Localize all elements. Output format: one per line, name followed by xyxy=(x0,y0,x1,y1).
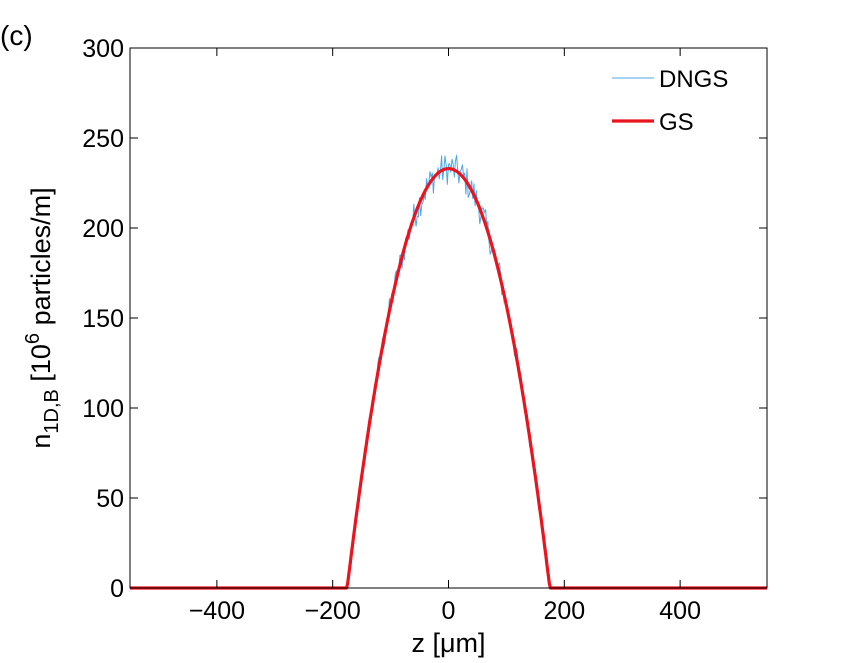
panel-label: (c) xyxy=(0,20,33,51)
legend-label-gs: GS xyxy=(659,109,694,136)
series-line-dngs xyxy=(130,154,767,589)
y-tick-label: 250 xyxy=(82,125,124,153)
series-line-gs xyxy=(129,167,768,590)
x-tick-label: 200 xyxy=(543,597,585,625)
x-tick-label: 400 xyxy=(659,597,701,625)
y-axis-label: n1D,B [106 particles/m] xyxy=(22,187,63,448)
y-axis-label-unit: particles/m] xyxy=(26,187,56,333)
y-axis-label-base: n xyxy=(26,434,56,449)
y-axis-label-superscript: 6 xyxy=(22,333,44,344)
x-tick-label: −200 xyxy=(305,597,361,625)
y-axis-label-bracket: [10 xyxy=(26,344,56,389)
y-tick-label: 300 xyxy=(82,35,124,63)
x-tick-label: 0 xyxy=(442,597,456,625)
legend: DNGS GS xyxy=(612,66,728,136)
legend-label-dngs: DNGS xyxy=(659,66,728,93)
y-tick-label: 150 xyxy=(82,305,124,333)
y-tick-label: 0 xyxy=(110,575,124,603)
x-tick-label: −400 xyxy=(189,597,245,625)
y-tick-label: 50 xyxy=(96,485,124,513)
ticks-layer: −400 −200 0 200 400 0 50 100 150 200 250 300 xyxy=(82,35,767,625)
series-layer xyxy=(129,154,768,590)
y-tick-label: 200 xyxy=(82,215,124,243)
y-axis-label-subscript: 1D,B xyxy=(41,389,63,433)
x-axis-label: z [μm] xyxy=(411,628,485,658)
y-tick-label: 100 xyxy=(82,395,124,423)
